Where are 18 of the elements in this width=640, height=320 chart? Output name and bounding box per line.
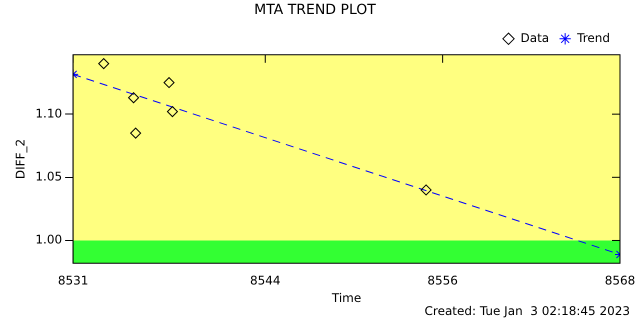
chart-title: MTA TREND PLOT [254, 2, 376, 18]
y-tick-label: 1.00 [35, 232, 62, 247]
y-tick-label: 1.05 [35, 169, 62, 184]
legend-label: Data [520, 30, 550, 45]
y-tick-label: 1.10 [35, 106, 62, 120]
x-tick-label: 8544 [250, 274, 281, 288]
x-axis-title: Time [330, 290, 362, 305]
point [166, 106, 178, 118]
x-tick-label: 8556 [427, 274, 458, 288]
x-tick-label: 8568 [604, 274, 636, 288]
point [164, 77, 175, 88]
point [128, 92, 140, 104]
legend-label: Trend [576, 30, 610, 45]
y-axis-title: DIFF_2 [13, 138, 28, 180]
text: Created: Tue Jan 3 02:18:45 2023 [424, 304, 630, 318]
point [130, 128, 142, 139]
point [98, 58, 110, 70]
x-tick-label: 8531 [58, 274, 88, 288]
